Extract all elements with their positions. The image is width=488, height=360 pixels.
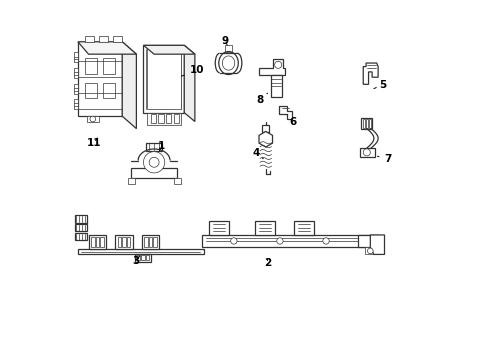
Bar: [150, 114, 156, 123]
Polygon shape: [127, 178, 134, 184]
Bar: [118, 238, 121, 247]
Bar: [85, 58, 97, 74]
Polygon shape: [359, 148, 374, 157]
Polygon shape: [85, 36, 94, 42]
Polygon shape: [184, 45, 195, 122]
Bar: [102, 82, 115, 99]
Polygon shape: [293, 221, 313, 235]
Bar: [174, 114, 179, 123]
Polygon shape: [259, 131, 272, 147]
Bar: [148, 238, 152, 247]
Bar: [262, 125, 269, 132]
Bar: [96, 238, 99, 247]
Polygon shape: [202, 235, 378, 247]
Polygon shape: [363, 63, 377, 84]
Text: 4: 4: [252, 148, 263, 159]
Polygon shape: [113, 36, 122, 42]
Polygon shape: [369, 235, 384, 255]
Polygon shape: [75, 215, 86, 222]
Polygon shape: [270, 76, 281, 97]
Polygon shape: [115, 235, 133, 249]
Polygon shape: [255, 221, 274, 235]
Bar: [100, 238, 103, 247]
Circle shape: [363, 149, 369, 156]
Polygon shape: [209, 221, 228, 235]
Polygon shape: [74, 68, 78, 78]
Text: 10: 10: [181, 65, 203, 76]
Bar: [102, 58, 115, 74]
Circle shape: [143, 152, 164, 173]
Bar: [141, 256, 144, 260]
Circle shape: [276, 238, 283, 244]
Bar: [158, 114, 163, 123]
Circle shape: [322, 238, 328, 244]
Text: 7: 7: [377, 154, 391, 165]
Polygon shape: [361, 118, 371, 129]
Text: 1: 1: [157, 141, 164, 151]
Polygon shape: [74, 84, 78, 94]
Polygon shape: [122, 42, 136, 129]
Polygon shape: [143, 45, 184, 113]
Polygon shape: [364, 247, 377, 255]
Polygon shape: [258, 59, 285, 76]
Polygon shape: [86, 116, 99, 122]
Circle shape: [90, 116, 96, 122]
Text: 3: 3: [132, 256, 140, 266]
Polygon shape: [134, 255, 150, 261]
Bar: [153, 238, 157, 247]
Bar: [145, 256, 149, 260]
Polygon shape: [75, 233, 86, 240]
Text: 2: 2: [264, 258, 271, 268]
Circle shape: [274, 61, 281, 68]
Bar: [85, 82, 97, 99]
Polygon shape: [278, 105, 291, 119]
Text: 11: 11: [86, 138, 101, 148]
Text: 8: 8: [256, 93, 267, 105]
Text: 9: 9: [221, 36, 228, 46]
Bar: [126, 238, 130, 247]
Bar: [91, 238, 94, 247]
Polygon shape: [143, 45, 195, 54]
Bar: [146, 143, 162, 150]
Polygon shape: [74, 99, 78, 109]
Bar: [122, 238, 125, 247]
Bar: [365, 119, 367, 127]
Polygon shape: [147, 113, 181, 125]
Bar: [144, 238, 147, 247]
Bar: [368, 119, 370, 127]
Bar: [136, 256, 140, 260]
Polygon shape: [78, 42, 122, 116]
Circle shape: [367, 248, 372, 254]
Circle shape: [230, 238, 237, 244]
Circle shape: [149, 157, 159, 167]
Polygon shape: [78, 249, 203, 255]
Bar: [224, 45, 232, 52]
Polygon shape: [74, 53, 78, 62]
Bar: [166, 114, 171, 123]
Polygon shape: [78, 42, 136, 54]
Polygon shape: [75, 224, 86, 231]
Polygon shape: [173, 178, 181, 184]
Polygon shape: [147, 49, 181, 109]
Polygon shape: [357, 235, 377, 247]
Bar: [362, 119, 364, 127]
Polygon shape: [88, 235, 106, 249]
Polygon shape: [142, 235, 159, 249]
Text: 5: 5: [373, 80, 386, 90]
Polygon shape: [131, 168, 177, 178]
Text: 6: 6: [287, 114, 296, 127]
Polygon shape: [99, 36, 108, 42]
